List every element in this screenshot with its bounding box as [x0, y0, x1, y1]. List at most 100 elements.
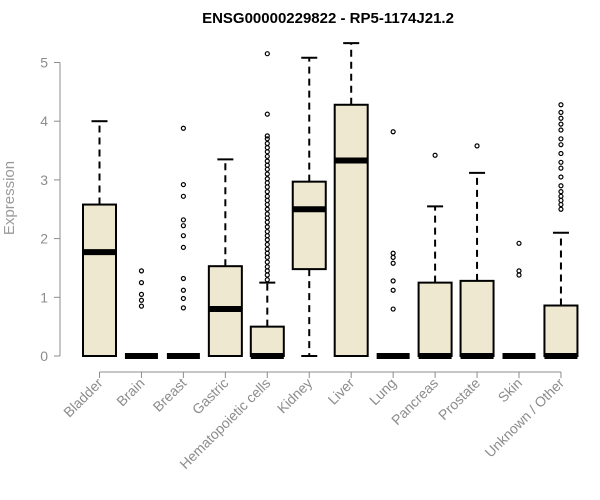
outlier-8-0 — [432, 152, 438, 158]
box-7 — [376, 129, 410, 359]
outlier-4-17 — [264, 201, 270, 208]
outlier-4-10 — [264, 233, 270, 239]
outlier-4-11 — [264, 228, 270, 235]
box-1 — [124, 268, 158, 359]
outlier-11-1 — [558, 201, 564, 208]
outlier-11-4 — [558, 189, 564, 195]
outlier-11-11 — [558, 136, 564, 142]
outlier-10-2 — [516, 240, 522, 246]
outlier-11-0 — [558, 206, 564, 212]
outlier-4-13 — [264, 219, 270, 225]
outlier-11-6 — [558, 174, 564, 180]
outlier-4-25 — [264, 166, 270, 172]
outlier-4-5 — [264, 254, 270, 260]
outlier-4-21 — [264, 184, 270, 190]
box-5 — [291, 56, 327, 357]
outlier-2-8 — [180, 193, 186, 199]
outlier-1-0 — [138, 303, 145, 309]
outlier-4-32 — [264, 136, 270, 142]
outlier-4-26 — [264, 162, 270, 168]
y-tick-label-0: 0 — [40, 348, 48, 364]
box-body-8 — [417, 281, 453, 357]
outlier-4-7 — [264, 246, 270, 252]
y-axis: 0 1 2 3 4 5 — [40, 55, 61, 364]
outlier-7-6 — [390, 129, 396, 135]
outlier-9-0 — [474, 143, 480, 149]
box-3 — [207, 158, 243, 357]
box-6 — [333, 42, 369, 357]
y-tick-label-3: 3 — [40, 172, 48, 188]
box-body-9 — [459, 279, 495, 358]
outlier-4-31 — [264, 140, 270, 147]
outlier-4-22 — [264, 180, 270, 186]
box-10 — [502, 240, 536, 359]
box-8 — [417, 152, 453, 359]
outlier-4-0 — [264, 277, 270, 283]
outlier-7-0 — [390, 306, 396, 312]
x-tick-label-10: Skin — [495, 375, 526, 406]
box-body-4 — [249, 325, 285, 357]
outlier-4-35 — [264, 51, 270, 57]
outlier-7-3 — [390, 260, 396, 266]
outlier-4-12 — [264, 224, 270, 230]
outlier-2-2 — [180, 287, 186, 293]
box-body-5 — [291, 180, 327, 271]
outlier-7-5 — [390, 250, 396, 256]
y-tick-label-5: 5 — [40, 55, 48, 71]
outlier-4-29 — [264, 149, 270, 155]
outlier-4-14 — [264, 215, 270, 221]
outlier-11-15 — [558, 109, 564, 115]
x-tick-label-1: Brain — [113, 375, 147, 409]
box-2 — [166, 125, 200, 359]
outlier-10-1 — [516, 268, 522, 274]
outlier-4-18 — [264, 197, 270, 204]
box-11 — [543, 102, 579, 359]
outlier-2-10 — [180, 125, 186, 131]
box-9 — [459, 143, 495, 359]
outlier-11-3 — [558, 193, 564, 199]
outlier-2-7 — [180, 217, 186, 223]
outlier-1-2 — [138, 291, 145, 297]
outlier-2-1 — [180, 295, 186, 302]
box-body-11 — [543, 304, 579, 358]
outlier-11-5 — [558, 183, 564, 189]
outlier-4-19 — [264, 193, 270, 199]
outlier-7-2 — [390, 278, 396, 284]
outlier-11-8 — [558, 159, 564, 165]
outlier-1-4 — [138, 268, 145, 274]
outlier-2-0 — [180, 305, 186, 311]
outlier-4-24 — [264, 171, 270, 177]
outlier-4-23 — [264, 176, 270, 182]
y-axis-label: Expression — [1, 161, 18, 235]
outlier-4-16 — [264, 206, 270, 212]
x-tick-label-8: Pancreas — [388, 375, 441, 428]
x-tick-label-9: Prostate — [435, 375, 483, 423]
outlier-4-1 — [264, 272, 270, 278]
outlier-2-5 — [180, 233, 186, 239]
x-tick-label-7: Lung — [366, 375, 399, 408]
outlier-2-6 — [180, 223, 186, 229]
box-4 — [249, 51, 285, 359]
outlier-1-1 — [138, 297, 145, 303]
outlier-11-9 — [558, 150, 564, 157]
outlier-4-2 — [264, 268, 270, 274]
outlier-4-33 — [264, 133, 270, 139]
y-tick-label-1: 1 — [40, 289, 48, 305]
y-tick-label-2: 2 — [40, 231, 48, 247]
outlier-2-4 — [180, 244, 186, 251]
outlier-7-4 — [390, 254, 396, 260]
outlier-4-9 — [264, 237, 270, 243]
chart-title: ENSG00000229822 - RP5-1174J21.2 — [202, 10, 454, 27]
outlier-4-30 — [264, 145, 270, 151]
box-0 — [82, 120, 117, 357]
outlier-4-3 — [264, 264, 270, 270]
outlier-11-14 — [558, 115, 564, 121]
x-tick-label-5: Kidney — [274, 375, 316, 417]
outlier-11-16 — [558, 102, 564, 108]
outlier-4-15 — [264, 211, 270, 217]
y-tick-label-4: 4 — [40, 113, 48, 129]
outlier-7-1 — [390, 287, 396, 293]
box-body-0 — [82, 203, 117, 357]
